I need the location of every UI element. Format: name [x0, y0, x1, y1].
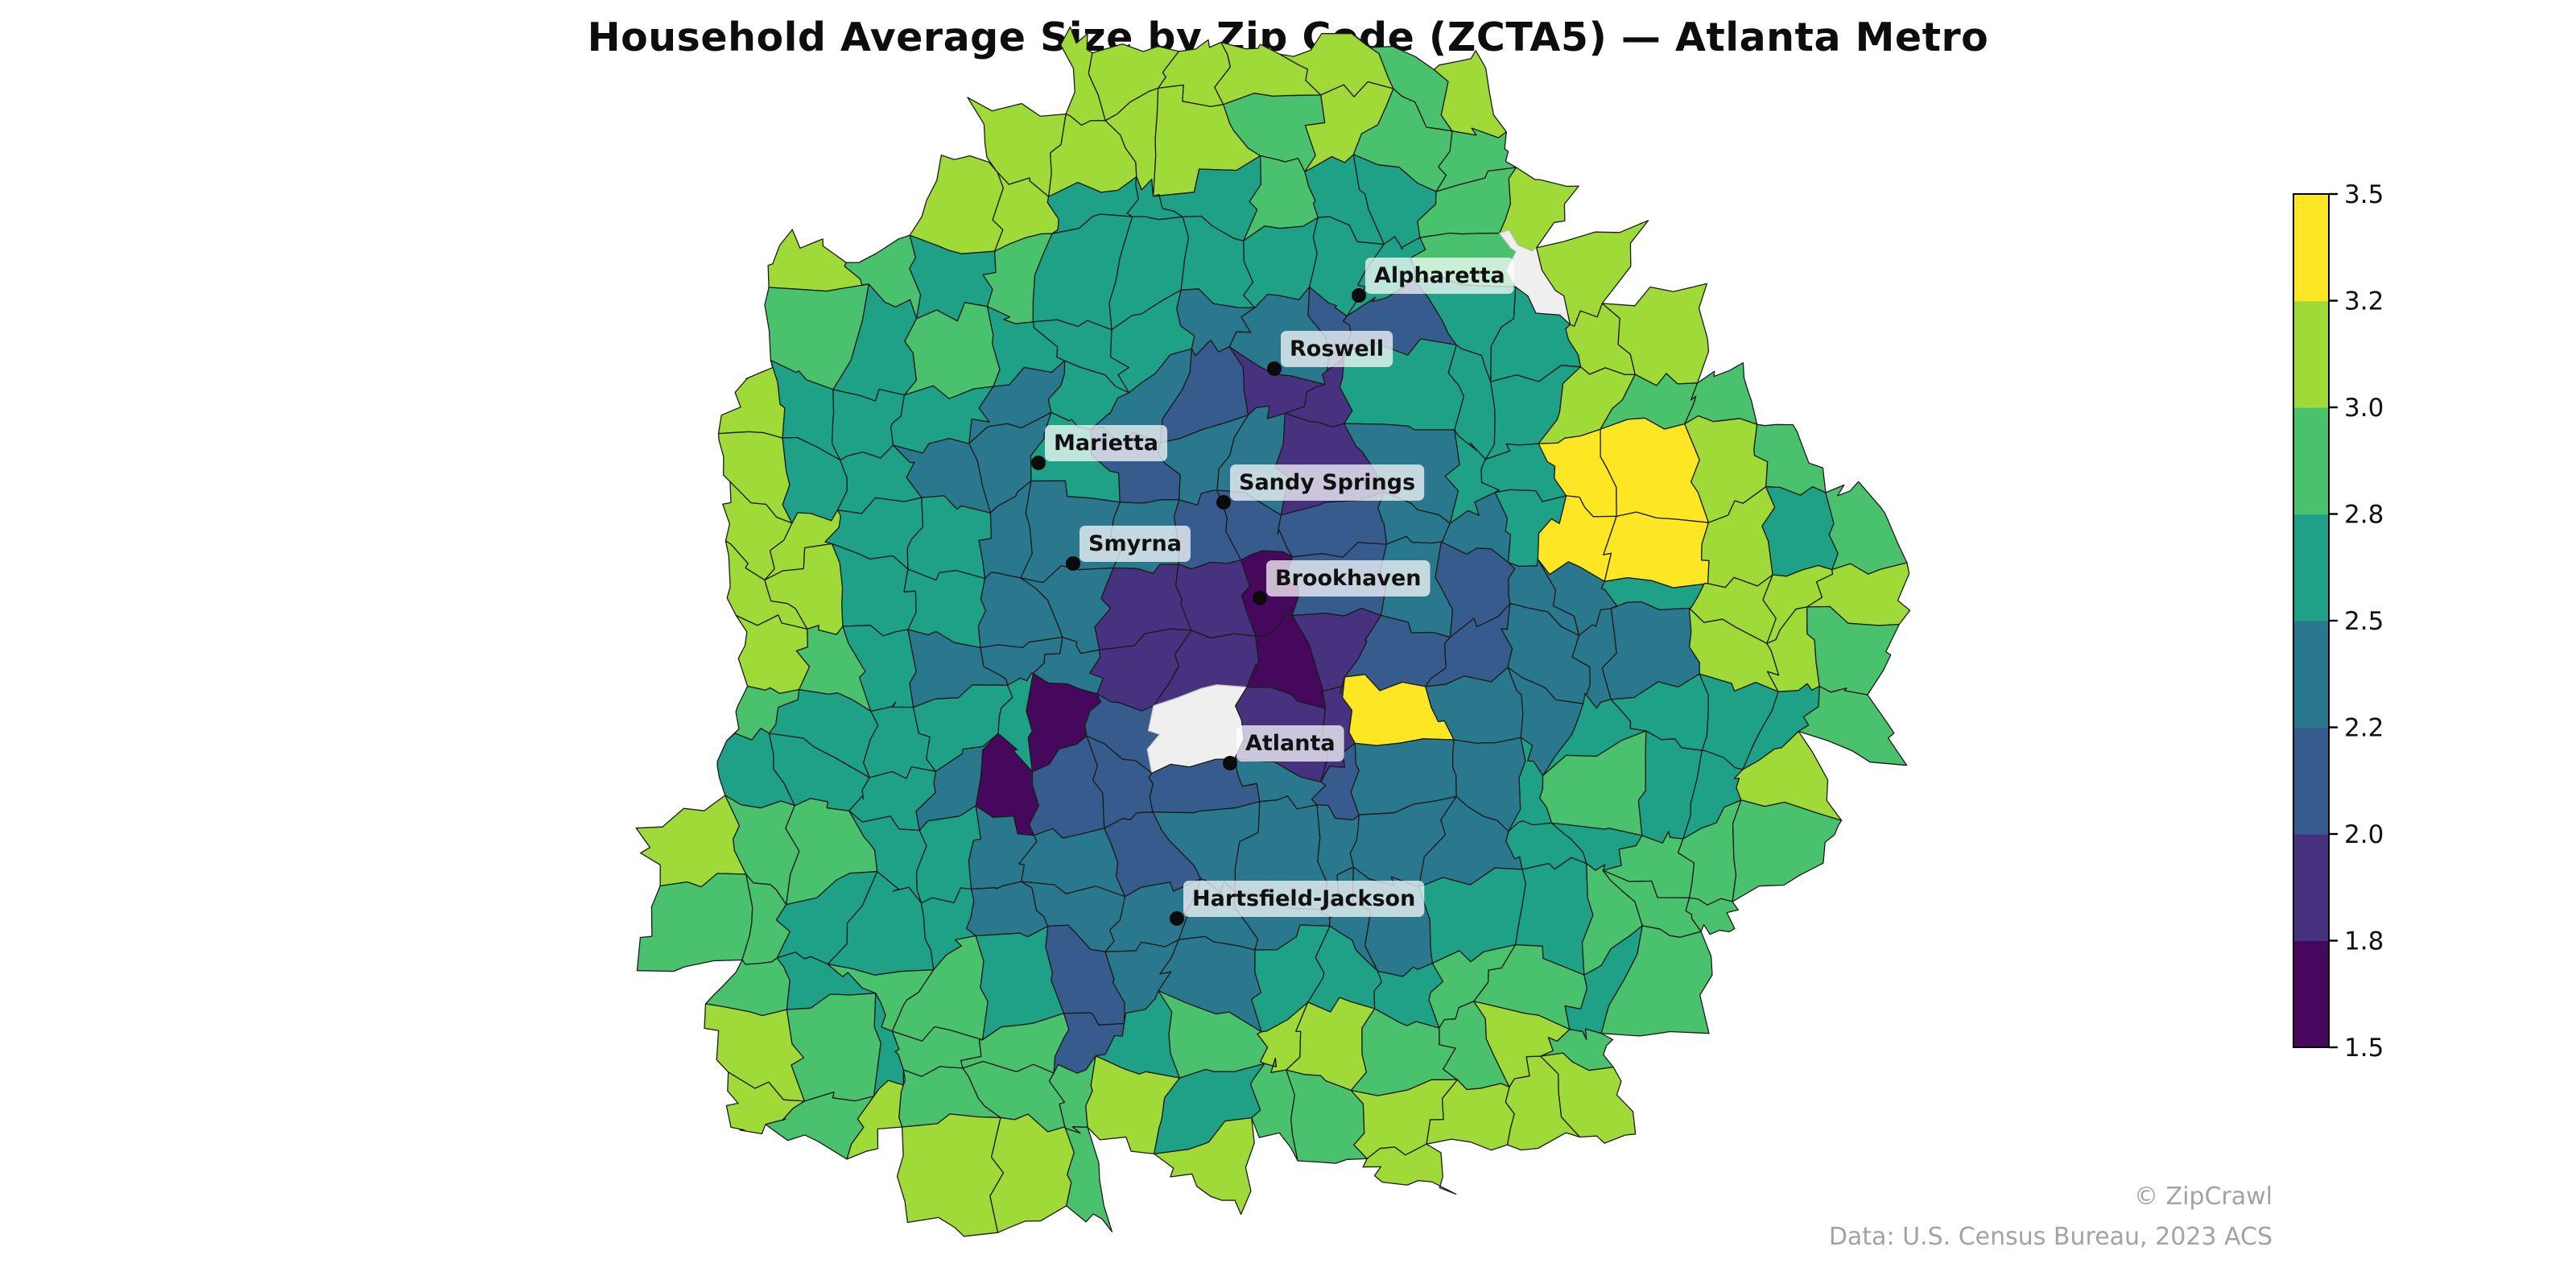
- city-label-box: [1230, 464, 1425, 501]
- attribution-source: Data: U.S. Census Bureau, 2023 ACS: [1828, 1223, 2273, 1251]
- colorbar-tick-label: 2.8: [2344, 501, 2384, 530]
- zcta-region: [1732, 799, 1843, 902]
- city-marker: [1170, 911, 1184, 926]
- colorbar: 1.5 1.8 2.0 2.2 2.5 2.8 3.0 3.2 3.5: [2293, 180, 2384, 1063]
- colorbar-segment: [2293, 407, 2329, 515]
- zcta-region: [1685, 897, 1739, 935]
- zcta-region: [1761, 485, 1839, 577]
- zcta-region: [1603, 511, 1710, 588]
- zcta-region: [1154, 1117, 1255, 1216]
- zcta-region: [1600, 925, 1713, 1037]
- city-label-box: [1080, 526, 1191, 562]
- colorbar-segment: [2293, 940, 2329, 1048]
- city-marker: [1066, 556, 1080, 571]
- city-marker: [1253, 591, 1267, 605]
- colorbar-segment: [2293, 300, 2329, 408]
- city-label: Hartsfield-Jackson: [1192, 886, 1415, 911]
- colorbar-tick-label: 2.2: [2344, 714, 2384, 743]
- zcta-region: [909, 155, 1004, 254]
- city-label: Marietta: [1054, 431, 1158, 456]
- zcta-region: [767, 229, 869, 292]
- city-marker: [1216, 495, 1231, 510]
- city-label: Atlanta: [1245, 731, 1335, 756]
- zcta-region: [1064, 1126, 1113, 1232]
- colorbar-segment: [2293, 514, 2329, 621]
- attribution-brand: © ZipCrawl: [2133, 1183, 2273, 1211]
- attribution: © ZipCrawl Data: U.S. Census Bureau, 202…: [1829, 1177, 2273, 1257]
- colorbar-segment: [2293, 194, 2329, 302]
- city-label: Sandy Springs: [1239, 470, 1415, 495]
- colorbar-segment: [2293, 727, 2329, 835]
- zcta-region: [1825, 481, 1908, 575]
- zcta-region: [1539, 1052, 1637, 1144]
- zcta-region: [635, 795, 747, 888]
- city-label-box: [1266, 560, 1430, 597]
- city-label: Roswell: [1290, 336, 1384, 361]
- city-marker: [1031, 456, 1046, 470]
- zcta-regions: [635, 26, 1911, 1237]
- city-label: Brookhaven: [1275, 566, 1422, 591]
- colorbar-tick-label: 3.2: [2344, 287, 2384, 316]
- colorbar-segment: [2293, 834, 2329, 942]
- colorbar-tick-label: 3.5: [2344, 180, 2384, 209]
- zcta-region: [1362, 1143, 1457, 1195]
- zcta-region: [636, 873, 753, 972]
- colorbar-segment: [2293, 621, 2329, 729]
- chart-title: Household Average Size by Zip Code (ZCTA…: [587, 14, 1989, 60]
- zcta-region: [989, 1113, 1075, 1233]
- city-marker: [1267, 361, 1282, 376]
- zcta-region: [735, 614, 811, 695]
- colorbar-tick-label: 1.5: [2344, 1034, 2384, 1063]
- zcta-region: [896, 1113, 1005, 1237]
- colorbar-tick-label: 1.8: [2344, 927, 2384, 956]
- colorbar-tick-label: 3.0: [2344, 394, 2384, 423]
- city-annotations: Alpharetta Roswell Marietta Sandy Springs Sm…: [1031, 258, 1514, 926]
- city-label-box: [1045, 425, 1168, 461]
- zcta-region: [786, 993, 881, 1102]
- city-marker: [1223, 756, 1237, 770]
- city-label-box: [1236, 725, 1344, 762]
- city-label: Alpharetta: [1374, 263, 1505, 288]
- zcta-region: [1798, 685, 1908, 766]
- city-label-box: [1183, 881, 1425, 917]
- city-marker: [1352, 288, 1366, 303]
- city-label-box: [1281, 331, 1393, 367]
- city-label-box: [1365, 258, 1514, 294]
- colorbar-tick-label: 2.0: [2344, 820, 2384, 849]
- city-label: Smyrna: [1088, 531, 1182, 556]
- colorbar-tick-label: 2.5: [2344, 607, 2384, 636]
